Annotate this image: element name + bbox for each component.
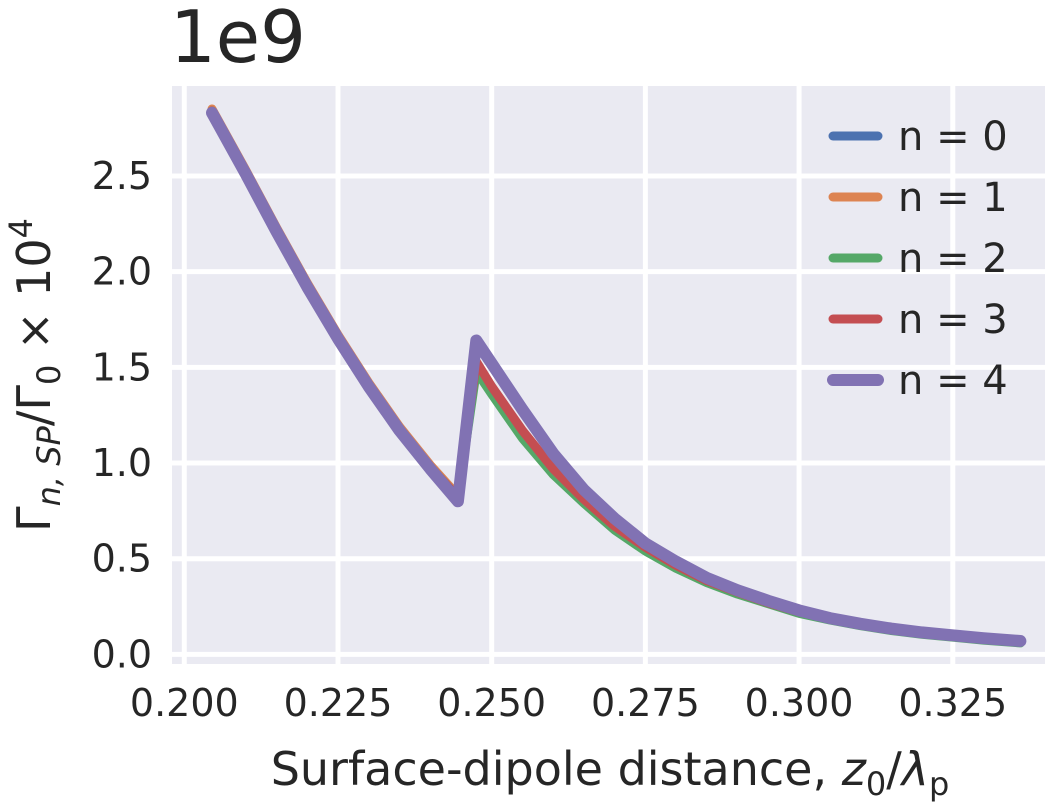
y-axis-label-times: × 10 [7,238,61,364]
x-tick-label: 0.200 [130,681,239,725]
y-tick-label: 0.0 [92,632,152,676]
legend-label: n = 0 [898,114,1008,160]
plot-background [172,86,1045,664]
x-axis-label-denom: λ [899,742,929,796]
y-tick-label: 1.5 [92,345,152,389]
legend-label: n = 1 [898,175,1008,221]
series-line-n4 [206,106,1027,647]
legend-label: n = 2 [898,236,1008,282]
y-axis-label: Γn, SP/Γ0 × 104 [2,218,68,532]
legend-label: n = 4 [898,358,1008,404]
y-axis-label-sub2: 0 [30,365,68,385]
y-axis-label-gamma: Γ [7,506,61,532]
x-tick-label: 0.275 [591,681,700,725]
x-tick-label: 0.325 [898,681,1007,725]
x-tick-labels: 0.200 0.225 0.250 0.275 0.300 0.325 [130,681,1007,725]
legend-label: n = 3 [898,297,1008,343]
y-tick-labels: 0.0 0.5 1.0 1.5 2.0 2.5 [92,154,152,676]
grid-lines [172,86,1045,664]
y-tick-label: 1.0 [92,441,152,485]
legend: n = 0 n = 1 n = 2 n = 3 n = 4 [827,114,1008,404]
x-axis-label-prefix: Surface-dipole distance, [271,742,842,796]
x-tick-label: 0.225 [284,681,393,725]
y-axis-label-sub: n, SP [30,425,68,506]
y-tick-label: 2.0 [92,250,152,294]
x-tick-label: 0.300 [745,681,854,725]
y-axis-label-sup: 4 [2,218,40,238]
offset-text: 1e9 [170,0,306,79]
y-tick-label: 0.5 [92,537,152,581]
x-axis-label-slash: / [886,742,902,796]
x-axis-label-var-sub: 0 [866,765,886,803]
y-axis-label-slash: /Γ [7,385,61,426]
y-tick-label: 2.5 [92,154,152,198]
x-axis-label-denom-sub: p [929,765,949,803]
x-tick-label: 0.250 [437,681,546,725]
series-lines [206,104,1027,648]
x-axis-label: Surface-dipole distance, z0/λp [271,742,950,803]
x-axis-label-var: z [841,742,867,796]
